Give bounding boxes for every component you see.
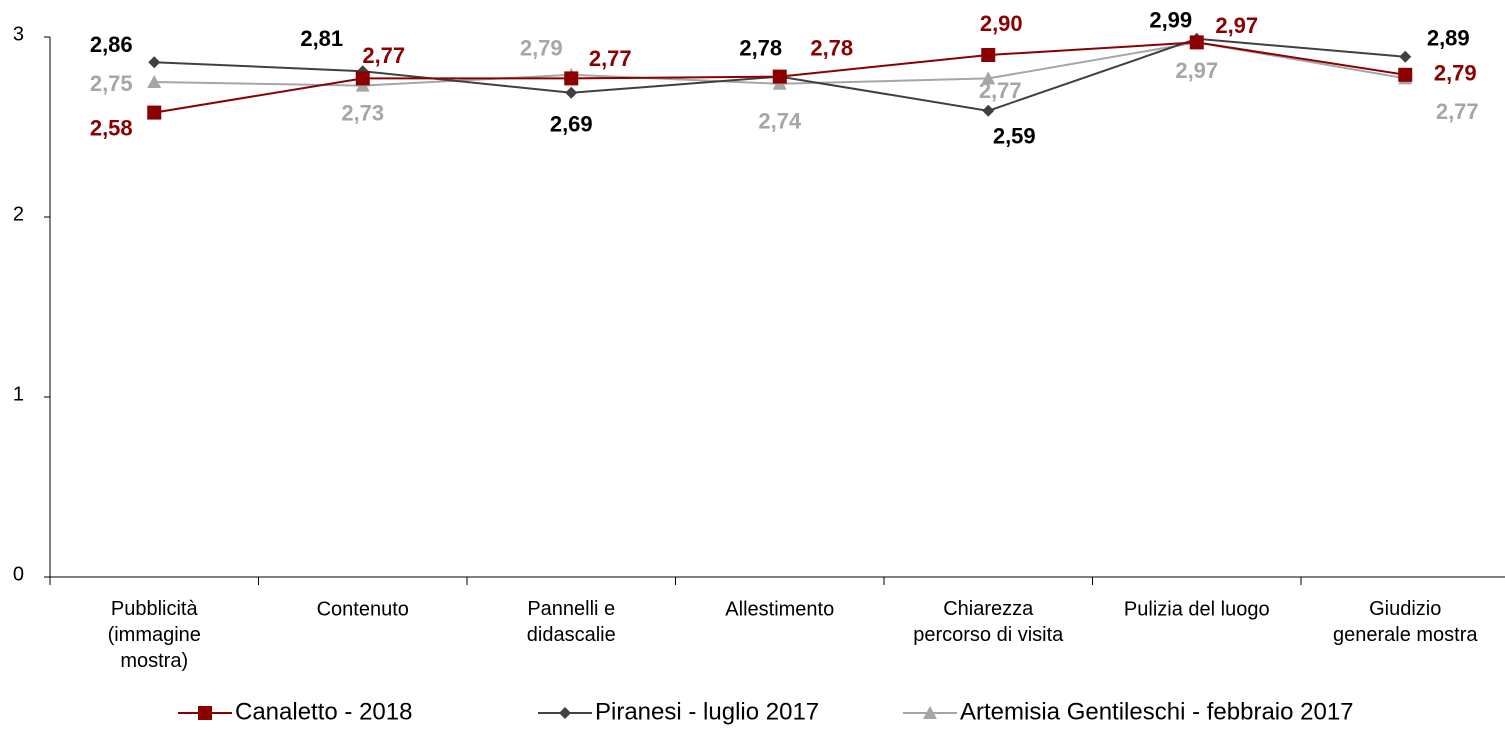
data-label: 2,79 (1434, 61, 1477, 86)
data-label: 2,97 (1175, 58, 1218, 83)
marker (559, 707, 571, 719)
data-label: 2,81 (300, 26, 343, 51)
data-label: 2,59 (993, 124, 1036, 149)
data-label: 2,58 (90, 115, 133, 140)
marker (355, 71, 370, 86)
data-label: 2,89 (1427, 26, 1470, 51)
data-label: 2,78 (739, 35, 782, 60)
marker (923, 706, 937, 719)
y-tick-label: 3 (13, 23, 24, 45)
marker (981, 48, 996, 62)
x-tick-label: Chiarezza percorso di visita (913, 598, 1064, 646)
legend-item: Artemisia Gentileschi - febbraio 2017 (903, 698, 1354, 725)
marker (981, 71, 996, 85)
y-tick-label: 1 (13, 383, 24, 405)
data-label: 2,75 (90, 71, 133, 96)
x-tick-label: Pubblicità (immagine mostra) (108, 598, 201, 672)
data-label: 2,78 (810, 35, 853, 60)
data-label: 2,73 (341, 100, 384, 125)
data-label: 2,69 (550, 112, 593, 137)
y-tick-label: 0 (13, 563, 24, 585)
marker (982, 104, 995, 117)
x-tick-label: Allestimento (725, 598, 834, 620)
marker (564, 71, 579, 86)
data-label: 2,77 (589, 46, 632, 71)
data-label: 2,77 (362, 43, 405, 68)
legend-label: Canaletto - 2018 (235, 698, 412, 725)
data-label: 2,99 (1149, 8, 1192, 33)
legend-item: Canaletto - 2018 (178, 698, 412, 725)
marker (1398, 67, 1413, 82)
data-label: 2,74 (758, 109, 802, 134)
y-tick-label: 2 (13, 203, 24, 225)
data-label: 2,77 (1436, 99, 1479, 124)
x-tick-label: Pannelli e didascalie (527, 598, 616, 646)
x-tick-label: Pulizia del luogo (1124, 598, 1270, 620)
marker (198, 706, 212, 720)
data-label: 2,97 (1215, 13, 1258, 38)
marker (772, 69, 787, 84)
data-label: 2,77 (979, 78, 1022, 103)
marker (1189, 35, 1204, 50)
legend-label: Artemisia Gentileschi - febbraio 2017 (960, 698, 1354, 725)
marker (147, 105, 162, 120)
marker (1399, 50, 1412, 63)
marker (147, 75, 162, 88)
marker (148, 56, 161, 69)
data-label: 2,90 (980, 11, 1023, 36)
x-tick-label: Giudizio generale mostra (1333, 598, 1478, 646)
data-label: 2,86 (90, 32, 133, 57)
data-label: 2,79 (520, 36, 563, 61)
legend-label: Piranesi - luglio 2017 (595, 698, 819, 725)
legend-item: Piranesi - luglio 2017 (538, 698, 819, 725)
x-tick-label: Contenuto (317, 598, 409, 620)
marker (565, 86, 578, 99)
